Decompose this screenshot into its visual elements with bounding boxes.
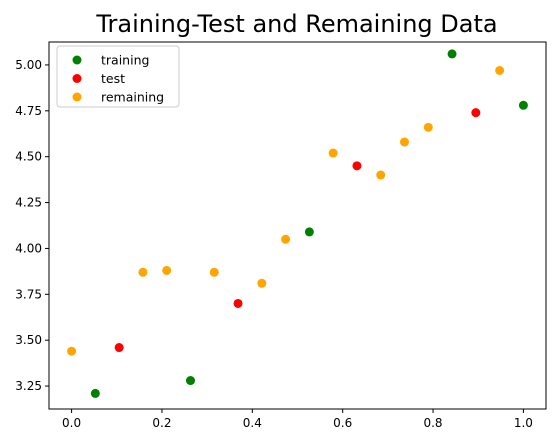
x-tick-label: 0.6 <box>333 416 352 430</box>
data-point-test <box>233 298 243 308</box>
y-tick-label: 3.75 <box>15 287 42 301</box>
data-point-remaining <box>67 346 77 356</box>
data-point-remaining <box>138 267 148 277</box>
data-point-remaining <box>495 65 505 75</box>
data-point-remaining <box>328 148 338 158</box>
data-point-remaining <box>423 122 433 132</box>
data-point-remaining <box>376 170 386 180</box>
data-points <box>67 49 528 398</box>
legend-marker <box>72 74 82 83</box>
data-point-training <box>186 376 196 386</box>
data-point-remaining <box>162 265 172 275</box>
x-tick-label: 1.0 <box>514 416 533 430</box>
data-point-remaining <box>399 137 409 147</box>
chart-title: Training-Test and Remaining Data <box>95 10 497 38</box>
x-tick-label: 0.0 <box>62 416 81 430</box>
data-point-test <box>471 108 481 118</box>
y-tick-label: 4.25 <box>15 196 42 210</box>
legend-label: remaining <box>101 90 164 105</box>
data-point-remaining <box>209 267 219 277</box>
y-tick-label: 4.75 <box>15 104 42 118</box>
data-point-test <box>352 161 362 171</box>
legend-marker <box>72 92 82 102</box>
y-tick-label: 3.25 <box>15 379 42 393</box>
y-tick-label: 3.50 <box>15 333 42 347</box>
data-point-training <box>518 100 528 110</box>
legend: training test remaining <box>56 45 180 108</box>
data-point-remaining <box>257 278 267 288</box>
x-tick-label: 0.8 <box>423 416 442 430</box>
y-tick-label: 5.00 <box>15 58 42 72</box>
legend-label: training <box>101 53 149 68</box>
legend-marker <box>72 55 82 65</box>
legend-label: test <box>101 71 125 86</box>
axis-ticks: 0.0 0.2 0.4 0.6 0.8 1.0 3.25 3.50 3.75 4.00 4.25 4.… <box>15 58 533 430</box>
x-tick-label: 0.4 <box>243 416 262 430</box>
data-point-remaining <box>281 234 291 244</box>
y-tick-label: 4.50 <box>15 150 42 164</box>
data-point-training <box>447 49 457 59</box>
y-tick-label: 4.00 <box>15 241 42 255</box>
data-point-training <box>90 388 100 398</box>
legend-frame <box>56 45 180 108</box>
x-tick-label: 0.2 <box>152 416 171 430</box>
data-point-test <box>114 343 124 353</box>
data-point-training <box>304 227 314 237</box>
plot-frame <box>48 41 547 410</box>
